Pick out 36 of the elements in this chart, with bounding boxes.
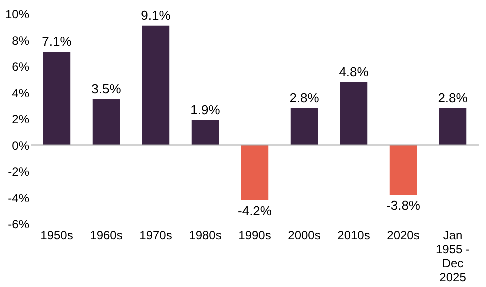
bar [241,145,269,200]
x-tick-label: 1960s [90,228,123,242]
data-label: 2.8% [438,90,468,106]
y-tick-label: -6% [8,218,30,232]
y-tick-label: 6% [12,60,30,74]
data-label: 4.8% [339,64,370,80]
bar [43,52,71,146]
bar [192,120,220,146]
data-label: 9.1% [141,8,172,23]
x-tick-label: 1950s [40,228,74,242]
y-tick-label: 10% [5,8,30,22]
data-label: 7.1% [42,34,72,50]
y-tick-label: 0% [12,138,30,153]
x-tick-label: 2010s [338,228,370,242]
x-tick-label: 2020s [387,228,420,242]
data-label: 1.9% [190,102,221,118]
bar [290,108,318,146]
data-label: -3.8% [386,198,421,214]
data-label: -4.2% [238,203,272,218]
y-tick-label: 4% [12,86,30,100]
bar [439,108,467,146]
bar [142,26,170,146]
y-tick-label: 8% [12,34,30,48]
data-label: 2.8% [290,90,320,106]
x-tick-label: 1970s [140,228,172,242]
bar [390,145,418,196]
x-tick-label: Jan 1955 - Dec 2025 [436,228,470,284]
x-tick-label: 1990s [238,228,272,242]
data-label: 3.5% [92,81,122,96]
x-tick-label: 2000s [288,228,321,242]
bar [92,99,120,146]
x-tick-label: 1980s [189,228,222,242]
y-tick-label: -2% [8,165,30,179]
bar [340,82,368,146]
y-tick-label: -4% [8,191,30,206]
y-tick-label: 2% [12,112,30,126]
